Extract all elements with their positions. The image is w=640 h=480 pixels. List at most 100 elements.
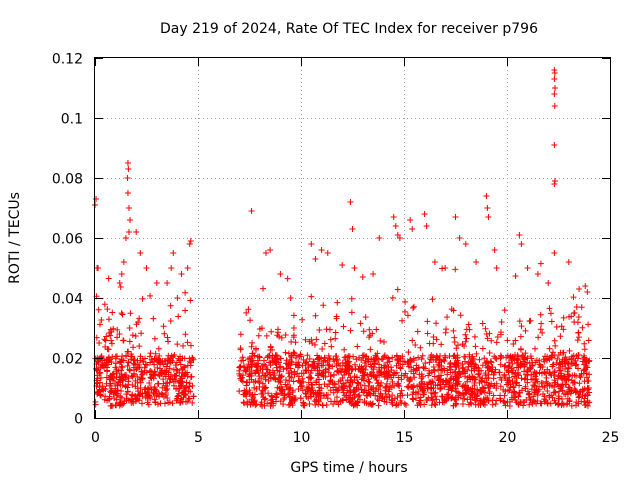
data-point bbox=[575, 352, 582, 359]
data-point bbox=[145, 401, 152, 408]
data-point bbox=[432, 401, 439, 408]
data-point bbox=[255, 332, 262, 339]
data-point bbox=[405, 349, 412, 356]
data-point bbox=[510, 355, 517, 362]
data-point bbox=[125, 166, 132, 172]
data-point bbox=[538, 320, 545, 327]
data-point bbox=[321, 340, 328, 347]
data-point bbox=[455, 392, 462, 399]
data-point bbox=[368, 401, 375, 408]
data-point bbox=[356, 392, 363, 399]
data-point bbox=[103, 374, 110, 381]
y-tick-label: 0.12 bbox=[52, 52, 83, 68]
data-point bbox=[446, 377, 453, 384]
data-point bbox=[537, 326, 544, 333]
data-point bbox=[551, 178, 558, 184]
data-point bbox=[259, 380, 266, 387]
data-point bbox=[253, 385, 260, 392]
data-point bbox=[393, 362, 400, 369]
data-point bbox=[389, 396, 396, 403]
data-point bbox=[508, 369, 515, 376]
data-point bbox=[478, 389, 485, 396]
data-point bbox=[164, 360, 171, 367]
data-point bbox=[163, 363, 170, 370]
data-point bbox=[124, 160, 131, 166]
data-point bbox=[167, 317, 174, 324]
data-point bbox=[560, 326, 567, 333]
data-point bbox=[335, 360, 342, 367]
data-point bbox=[546, 382, 553, 389]
data-point bbox=[354, 343, 361, 350]
data-point bbox=[177, 361, 184, 368]
data-point bbox=[407, 358, 414, 365]
data-point bbox=[586, 371, 593, 378]
data-point bbox=[302, 336, 309, 343]
data-point bbox=[178, 271, 185, 277]
data-point bbox=[117, 381, 124, 388]
data-point bbox=[248, 396, 255, 403]
data-point bbox=[374, 396, 381, 403]
data-point bbox=[308, 241, 315, 247]
data-point bbox=[294, 370, 301, 377]
data-point bbox=[523, 396, 530, 403]
data-point bbox=[484, 364, 491, 371]
data-point bbox=[450, 402, 457, 409]
data-point bbox=[516, 232, 523, 238]
data-point bbox=[314, 352, 321, 359]
data-point bbox=[247, 317, 254, 324]
data-point bbox=[274, 356, 281, 363]
data-point bbox=[282, 331, 289, 338]
data-point bbox=[138, 330, 145, 337]
data-point bbox=[526, 401, 533, 408]
data-point bbox=[160, 376, 167, 383]
data-point bbox=[545, 280, 552, 286]
data-point bbox=[395, 374, 402, 381]
data-point bbox=[189, 382, 196, 389]
data-point bbox=[402, 298, 409, 305]
data-point bbox=[323, 326, 330, 333]
data-point bbox=[104, 368, 111, 375]
data-point bbox=[354, 380, 361, 387]
data-point bbox=[418, 380, 425, 387]
data-point bbox=[580, 370, 587, 377]
data-point bbox=[577, 374, 584, 381]
data-point bbox=[395, 380, 402, 387]
data-point bbox=[254, 367, 261, 374]
data-point bbox=[375, 402, 382, 409]
data-point bbox=[290, 312, 297, 319]
data-point bbox=[386, 386, 393, 393]
data-point bbox=[501, 363, 508, 370]
data-point bbox=[481, 401, 488, 408]
data-point bbox=[290, 349, 297, 356]
data-point bbox=[524, 367, 531, 374]
data-point bbox=[302, 390, 309, 397]
data-point bbox=[556, 395, 563, 402]
data-point bbox=[431, 400, 438, 407]
data-point bbox=[466, 326, 473, 333]
data-point bbox=[300, 378, 307, 385]
data-point bbox=[555, 364, 562, 371]
data-point bbox=[252, 346, 259, 353]
data-point bbox=[237, 331, 244, 338]
data-point bbox=[433, 320, 440, 327]
data-point bbox=[168, 265, 175, 271]
data-point bbox=[151, 335, 158, 342]
data-point bbox=[566, 388, 573, 395]
data-point bbox=[530, 393, 537, 400]
data-point bbox=[581, 395, 588, 402]
data-point bbox=[575, 314, 582, 321]
y-tick-label: 0.02 bbox=[52, 352, 83, 368]
data-point bbox=[586, 357, 593, 364]
data-point bbox=[442, 381, 449, 388]
data-point bbox=[286, 377, 293, 384]
data-point bbox=[97, 392, 104, 399]
data-point bbox=[407, 217, 414, 223]
data-point bbox=[265, 390, 272, 397]
data-point bbox=[289, 387, 296, 394]
data-point bbox=[305, 364, 312, 371]
data-point bbox=[131, 367, 138, 374]
data-point bbox=[130, 344, 137, 351]
data-point bbox=[249, 393, 256, 400]
data-point bbox=[411, 374, 418, 381]
data-point bbox=[101, 396, 108, 403]
